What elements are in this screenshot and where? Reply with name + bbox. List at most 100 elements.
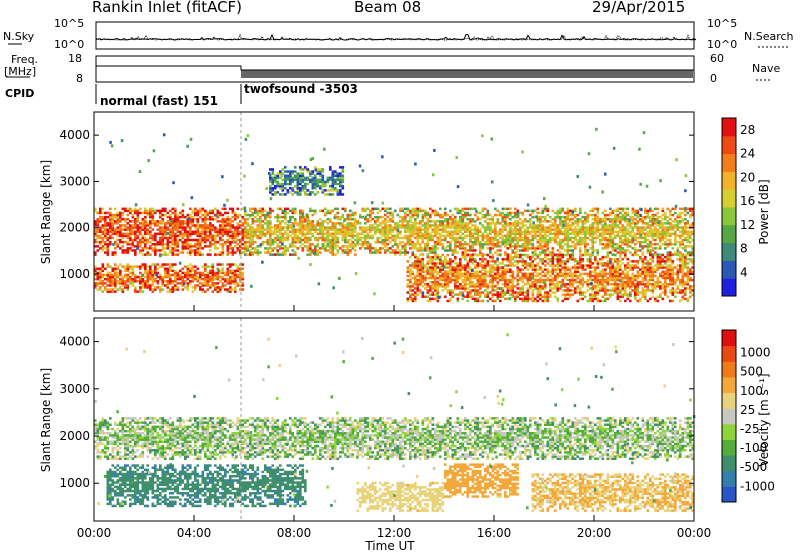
echo-cell (174, 243, 177, 246)
echo-cell (106, 253, 110, 256)
echo-cell (251, 232, 255, 236)
echo-cell (556, 209, 560, 213)
echo-cell (346, 238, 350, 242)
echo-cell (396, 232, 400, 236)
echo-cell (436, 220, 440, 223)
echo-cell (239, 240, 242, 244)
echo-cell (414, 260, 417, 263)
echo-cell (299, 236, 302, 240)
echo-cell (519, 287, 522, 290)
echo-cell (249, 249, 252, 252)
echo-cell (299, 226, 302, 229)
echo-cell (354, 245, 357, 248)
echo-cell (196, 277, 200, 281)
echo-cell (461, 264, 465, 267)
echo-cell (144, 286, 147, 289)
echo-cell (531, 251, 535, 254)
echo-cell (309, 232, 312, 236)
echo-cell (439, 283, 442, 286)
echo-cell (511, 222, 515, 225)
echo-cell (414, 236, 417, 240)
echo-cell (284, 207, 287, 211)
echo-cell (686, 226, 690, 229)
echo-cell (206, 213, 210, 217)
echo-cell (591, 207, 595, 211)
echo-cell (396, 245, 400, 248)
echo-cell (96, 220, 100, 223)
echo-cell (159, 288, 162, 291)
echo-cell (236, 273, 240, 277)
echo-cell (659, 230, 662, 233)
echo-cell (649, 240, 652, 244)
echo-cell (256, 245, 260, 248)
echo-cell (239, 267, 242, 270)
echo-cell (171, 220, 175, 223)
echo-cell (114, 232, 117, 236)
echo-cell (594, 213, 597, 217)
echo-cell (379, 240, 382, 244)
echo-cell (379, 251, 382, 254)
echo-cell (154, 222, 157, 225)
echo-cell (409, 247, 412, 250)
echo-cell (291, 211, 295, 215)
echo-cell (154, 238, 157, 242)
echo-cell (129, 226, 132, 229)
echo-cell (614, 213, 617, 217)
echo-cell (489, 213, 492, 217)
echo-cell (234, 269, 237, 273)
echo-cell (211, 282, 215, 285)
echo-cell (221, 284, 225, 287)
echo-cell (599, 238, 602, 242)
echo-cell (114, 222, 117, 225)
echo-cell (124, 220, 127, 223)
echo-cell (276, 218, 280, 221)
echo-cell (229, 265, 232, 268)
echo-cell (336, 218, 340, 221)
echo-cell (486, 253, 490, 257)
echo-cell (169, 249, 172, 252)
echo-cell (239, 220, 242, 223)
echo-cell (391, 215, 395, 219)
echo-cell (206, 228, 210, 231)
echo-cell (119, 228, 122, 231)
echo-cell (241, 282, 245, 285)
echo-cell (201, 265, 205, 268)
echo-cell (106, 288, 110, 291)
echo-cell (144, 228, 147, 231)
echo-cell (226, 215, 230, 219)
echo-cell (109, 234, 112, 238)
echo-cell (596, 215, 600, 219)
echo-cell (654, 226, 657, 229)
echo-cell (119, 240, 122, 244)
echo-cell (169, 267, 172, 270)
echo-cell (446, 253, 450, 257)
echo-cell (199, 288, 202, 291)
echo-cell (134, 218, 137, 221)
nsearch-tick-top: 10^5 (707, 17, 738, 30)
echo-cell (349, 218, 352, 221)
echo-cell (436, 247, 440, 250)
echo-cell (304, 220, 307, 223)
echo-cell (466, 218, 470, 221)
echo-cell (156, 286, 160, 289)
echo-cell (479, 228, 482, 231)
echo-cell (421, 224, 425, 227)
echo-cell (369, 245, 372, 248)
echo-cell (411, 293, 415, 296)
echo-cell (451, 266, 455, 269)
echo-cell (261, 207, 265, 211)
echo-cell (326, 234, 330, 238)
echo-cell (331, 238, 335, 242)
echo-cell (201, 220, 205, 223)
echo-cell (509, 268, 512, 271)
echo-cell (346, 213, 350, 217)
echo-cell (394, 251, 397, 254)
echo-cell (311, 232, 315, 236)
echo-cell (226, 238, 230, 242)
echo-cell (466, 253, 470, 257)
echo-cell (529, 209, 532, 213)
echo-cell (349, 243, 352, 246)
echo-cell (244, 232, 247, 236)
echo-cell (149, 226, 152, 229)
echo-cell (189, 271, 192, 275)
